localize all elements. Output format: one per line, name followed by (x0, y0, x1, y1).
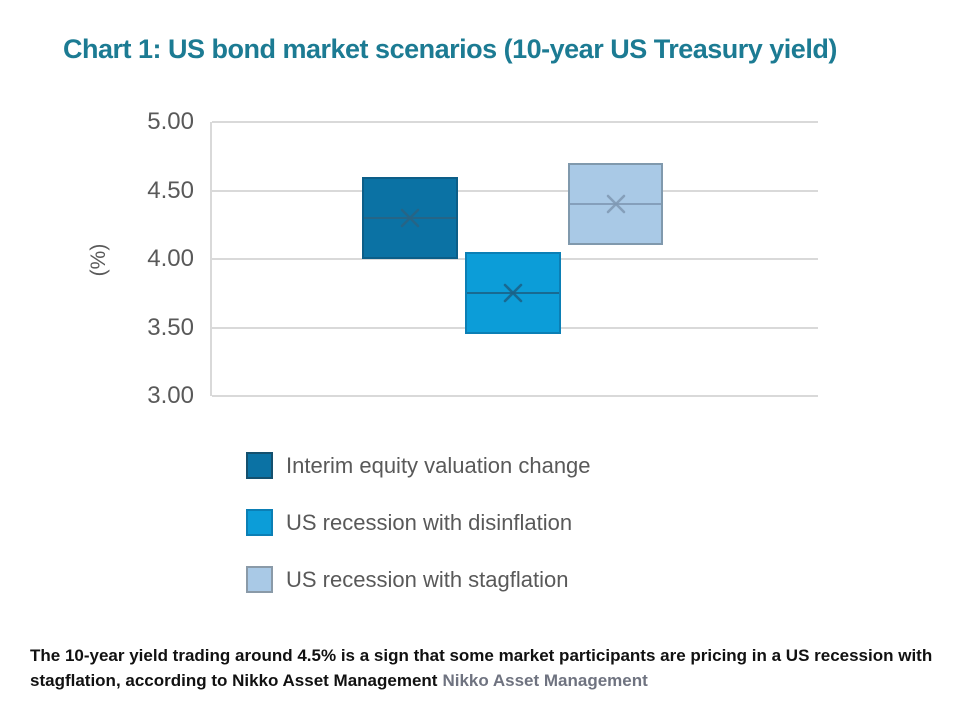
plot-area (210, 121, 818, 397)
range-box-us-recession-with-stagflation (567, 163, 664, 246)
x-marker-icon (400, 208, 420, 228)
y-tick-4.50: 4.50 (147, 176, 194, 204)
y-axis-label: (%) (87, 243, 110, 277)
legend: Interim equity valuation change US reces… (246, 452, 591, 623)
legend-item-us-recession-with-disinflation: US recession with disinflation (246, 509, 591, 536)
caption-source: Nikko Asset Management (442, 671, 648, 690)
legend-swatch-us-recession-with-disinflation (246, 509, 273, 536)
caption-text: The 10-year yield trading around 4.5% is… (30, 646, 933, 690)
chart-title: Chart 1: US bond market scenarios (10-ye… (63, 34, 837, 64)
range-box-interim-equity-valuation-change (362, 176, 458, 259)
chart: (%) 5.00 4.50 4.00 3.50 3.00 (0, 100, 957, 440)
legend-label: US recession with disinflation (286, 509, 573, 535)
legend-label: Interim equity valuation change (286, 452, 591, 478)
gridline-4.50 (212, 189, 818, 192)
legend-label: US recession with stagflation (286, 566, 569, 592)
range-box-us-recession-with-disinflation (465, 252, 561, 335)
legend-swatch-interim-equity-valuation-change (246, 452, 273, 479)
y-tick-5.00: 5.00 (147, 108, 194, 135)
legend-item-interim-equity-valuation-change: Interim equity valuation change (246, 452, 591, 479)
x-marker-icon (503, 283, 523, 303)
gridline-5.00 (212, 121, 818, 123)
caption: The 10-year yield trading around 4.5% is… (30, 643, 945, 693)
y-tick-4.00: 4.00 (147, 245, 194, 272)
x-marker-icon (606, 194, 625, 214)
gridline-3.00 (212, 395, 818, 397)
legend-swatch-us-recession-with-stagflation (246, 566, 273, 593)
y-tick-3.50: 3.50 (147, 313, 194, 341)
legend-item-us-recession-with-stagflation: US recession with stagflation (246, 566, 591, 593)
y-tick-3.00: 3.00 (147, 382, 194, 409)
